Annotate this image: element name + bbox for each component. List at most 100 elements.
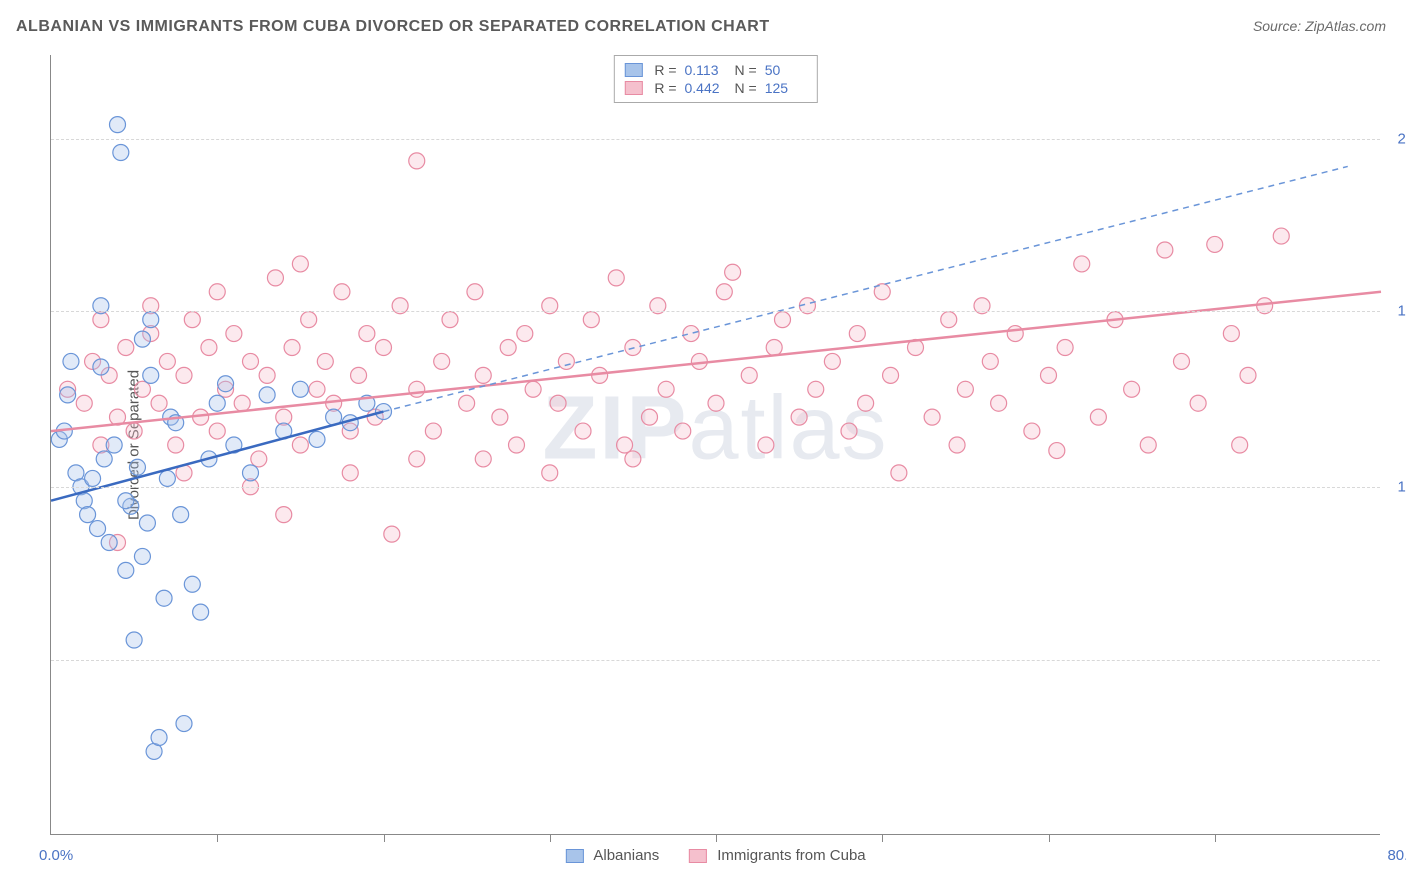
scatter-point (193, 604, 209, 620)
scatter-point (226, 326, 242, 342)
scatter-point (85, 470, 101, 486)
scatter-point (1090, 409, 1106, 425)
scatter-point (1124, 381, 1140, 397)
scatter-point (134, 548, 150, 564)
n-label-0: N = (735, 62, 757, 78)
scatter-point (151, 730, 167, 746)
scatter-point (775, 312, 791, 328)
legend-label-0: Albanians (593, 847, 659, 864)
scatter-point (118, 562, 134, 578)
n-label-1: N = (735, 80, 757, 96)
scatter-point (409, 451, 425, 467)
scatter-point (209, 395, 225, 411)
scatter-point (292, 256, 308, 272)
scatter-point (475, 367, 491, 383)
x-tick (882, 834, 883, 842)
x-tick (550, 834, 551, 842)
scatter-point (63, 353, 79, 369)
scatter-point (949, 437, 965, 453)
scatter-point (267, 270, 283, 286)
scatter-point (1157, 242, 1173, 258)
scatter-point (758, 437, 774, 453)
gridline (51, 487, 1380, 488)
correlation-legend: R = 0.113 N = 50 R = 0.442 N = 125 (613, 55, 817, 103)
scatter-point (93, 359, 109, 375)
scatter-point (106, 437, 122, 453)
x-max-label: 80.0% (1387, 847, 1406, 864)
scatter-point (113, 145, 129, 161)
scatter-point (434, 353, 450, 369)
scatter-point (80, 507, 96, 523)
scatter-point (118, 340, 134, 356)
scatter-point (1007, 326, 1023, 342)
scatter-point (334, 284, 350, 300)
scatter-point (101, 535, 117, 551)
scatter-point (90, 521, 106, 537)
scatter-point (176, 716, 192, 732)
scatter-point (583, 312, 599, 328)
scatter-point (658, 381, 674, 397)
scatter-point (301, 312, 317, 328)
gridline (51, 139, 1380, 140)
scatter-point (550, 395, 566, 411)
scatter-point (76, 395, 92, 411)
legend-row-series-0: R = 0.113 N = 50 (624, 62, 806, 78)
scatter-point (110, 117, 126, 133)
scatter-point (96, 451, 112, 467)
scatter-point (134, 331, 150, 347)
r-value-0: 0.113 (685, 62, 727, 78)
scatter-point (1232, 437, 1248, 453)
scatter-point (118, 493, 134, 509)
scatter-point (292, 437, 308, 453)
y-tick-label: 6.3% (1385, 651, 1406, 668)
scatter-point (982, 353, 998, 369)
scatter-point (509, 437, 525, 453)
r-label-1: R = (654, 80, 676, 96)
scatter-point (259, 367, 275, 383)
scatter-point (517, 326, 533, 342)
scatter-point (858, 395, 874, 411)
scatter-point (309, 381, 325, 397)
scatter-point (276, 507, 292, 523)
scatter-point (708, 395, 724, 411)
scatter-point (76, 493, 92, 509)
scatter-point (384, 526, 400, 542)
scatter-point (143, 367, 159, 383)
n-value-1: 125 (765, 80, 807, 96)
scatter-point (941, 312, 957, 328)
scatter-point (251, 451, 267, 467)
legend-swatch-1 (689, 849, 707, 863)
scatter-point (791, 409, 807, 425)
legend-label-1: Immigrants from Cuba (717, 847, 865, 864)
scatter-point (209, 423, 225, 439)
scatter-point (841, 423, 857, 439)
scatter-point (209, 284, 225, 300)
scatter-point (459, 395, 475, 411)
scatter-point (201, 340, 217, 356)
scatter-point (243, 353, 259, 369)
scatter-point (1024, 423, 1040, 439)
scatter-point (60, 387, 76, 403)
scatter-point (342, 465, 358, 481)
scatter-point (359, 326, 375, 342)
legend-item-0: Albanians (565, 847, 659, 864)
scatter-point (409, 153, 425, 169)
scatter-point (156, 590, 172, 606)
scatter-point (883, 367, 899, 383)
y-tick-label: 12.5% (1385, 478, 1406, 495)
scatter-point (766, 340, 782, 356)
scatter-point (558, 353, 574, 369)
scatter-point (1273, 228, 1289, 244)
scatter-point (409, 381, 425, 397)
scatter-point (525, 381, 541, 397)
x-tick (217, 834, 218, 842)
legend-row-series-1: R = 0.442 N = 125 (624, 80, 806, 96)
scatter-point (1041, 367, 1057, 383)
scatter-point (1223, 326, 1239, 342)
scatter-point (159, 353, 175, 369)
scatter-point (134, 381, 150, 397)
scatter-point (683, 326, 699, 342)
scatter-point (309, 431, 325, 447)
scatter-point (924, 409, 940, 425)
scatter-point (218, 376, 234, 392)
